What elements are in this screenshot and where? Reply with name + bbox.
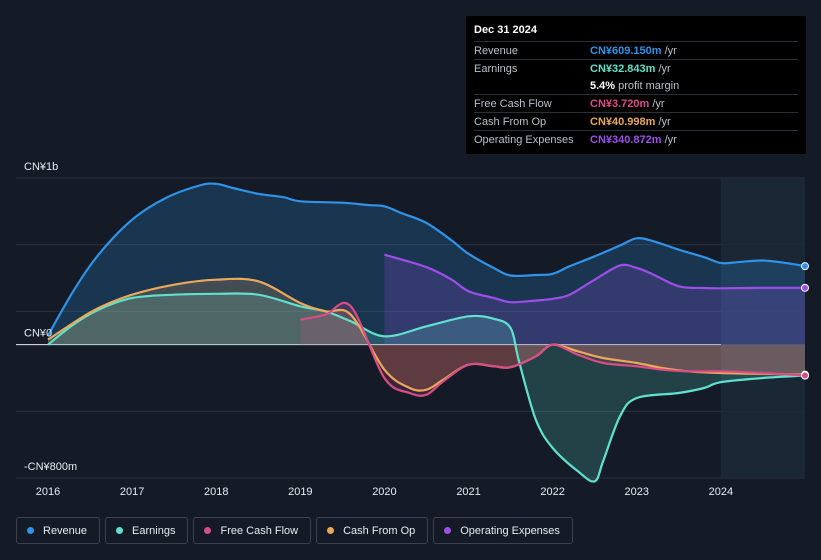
tooltip-row-unit: /yr bbox=[658, 115, 671, 128]
free-cash-flow-line bbox=[300, 301, 806, 397]
gridlines bbox=[16, 177, 805, 479]
x-tick-label: 2018 bbox=[204, 486, 228, 498]
tooltip-row: Operating Expenses CN¥340.872m/yr bbox=[474, 130, 798, 148]
tooltip-row-value: CN¥40.998m bbox=[590, 115, 656, 128]
legend-label: Free Cash Flow bbox=[220, 524, 299, 537]
legend-item-earnings[interactable]: Earnings bbox=[105, 517, 189, 544]
tooltip-row: Free Cash Flow CN¥3.720m/yr bbox=[474, 94, 798, 112]
x-tick-label: 2023 bbox=[625, 486, 649, 498]
tooltip-row-value: CN¥32.843m bbox=[590, 62, 656, 75]
x-tick-label: 2016 bbox=[36, 486, 60, 498]
tooltip-row-value: CN¥609.150m bbox=[590, 44, 662, 57]
series-lines bbox=[47, 182, 806, 483]
tooltip-row: 5.4% profit margin bbox=[474, 77, 798, 94]
operating-expenses-line bbox=[384, 253, 805, 304]
tooltip-row-label: Revenue bbox=[474, 44, 519, 57]
tooltip-row: Earnings CN¥32.843m/yr bbox=[474, 59, 798, 77]
legend-item-free-cash-flow[interactable]: Free Cash Flow bbox=[193, 517, 312, 544]
legend-label: Operating Expenses bbox=[460, 524, 560, 537]
legend-label: Earnings bbox=[132, 524, 176, 537]
legend-label: Revenue bbox=[43, 524, 88, 537]
tooltip-row-value: CN¥3.720m bbox=[590, 97, 650, 110]
legend-item-revenue[interactable]: Revenue bbox=[16, 517, 101, 544]
tooltip-rows: Revenue CN¥609.150m/yr Earnings CN¥32.843m /… bbox=[474, 41, 798, 148]
data-tooltip: Dec 31 2024 Revenue CN¥609.150m/yr Earning… bbox=[466, 16, 806, 154]
earnings-line bbox=[47, 292, 806, 483]
revenue-line bbox=[47, 182, 806, 337]
revenue-end-marker bbox=[801, 262, 809, 271]
y-tick-zero: CN¥0 bbox=[24, 328, 52, 340]
legend-dot-icon bbox=[204, 527, 212, 534]
free-cash-flow-area bbox=[300, 302, 805, 396]
legend-dot-icon bbox=[27, 527, 34, 534]
tooltip-row-unit: profit margin bbox=[618, 79, 680, 92]
tooltip-date: Dec 31 2024 bbox=[474, 24, 537, 36]
x-axis-ticks: 2016 2017 2018 2019 2020 2021 2022 2023 2024 bbox=[36, 486, 733, 498]
tooltip-row-value: 5.4% bbox=[590, 79, 616, 92]
tooltip-row-label: Operating Expenses bbox=[474, 133, 574, 146]
cash-from-op-area bbox=[48, 278, 805, 391]
x-tick-label: 2024 bbox=[709, 486, 733, 498]
tooltip-row: Cash From Op CN¥40.998m/yr bbox=[474, 112, 798, 130]
y-tick-bottom: -CN¥800m bbox=[24, 461, 77, 473]
tooltip-row-unit: /yr bbox=[664, 44, 677, 57]
series-end-markers bbox=[801, 262, 809, 380]
tooltip-row: Revenue CN¥609.150m/yr bbox=[474, 41, 798, 59]
legend-dot-icon bbox=[116, 527, 124, 534]
x-tick-label: 2022 bbox=[540, 486, 564, 498]
legend-dot-icon bbox=[327, 527, 335, 534]
legend-item-operating-expenses[interactable]: Operating Expenses bbox=[433, 517, 573, 544]
tooltip-row-label: Cash From Op bbox=[474, 115, 547, 128]
chart-legend: Revenue Earnings Free Cash Flow Cash From O… bbox=[16, 517, 573, 544]
revenue-area bbox=[48, 183, 805, 345]
legend-label: Cash From Op bbox=[343, 524, 416, 537]
legend-dot-icon bbox=[444, 527, 452, 534]
latest-period-highlight bbox=[720, 178, 805, 478]
operating-expenses-area bbox=[384, 254, 805, 345]
x-tick-label: 2021 bbox=[456, 486, 480, 498]
tooltip-row-label: Free Cash Flow bbox=[474, 97, 552, 110]
earnings-area bbox=[48, 293, 805, 482]
y-tick-top: CN¥1b bbox=[24, 161, 58, 173]
tooltip-row-label: Earnings bbox=[474, 62, 518, 75]
x-tick-label: 2020 bbox=[372, 486, 396, 498]
x-tick-label: 2017 bbox=[120, 486, 144, 498]
cash-from-op-line bbox=[47, 277, 806, 392]
tooltip-row-value: CN¥340.872m bbox=[590, 133, 662, 146]
series-areas bbox=[48, 183, 805, 482]
tooltip-row-unit: /yr bbox=[652, 97, 665, 110]
tooltip-row-unit: /yr bbox=[664, 133, 677, 146]
operating-expenses-end-marker bbox=[801, 283, 809, 292]
x-tick-label: 2019 bbox=[288, 486, 312, 498]
legend-item-cash-from-op[interactable]: Cash From Op bbox=[316, 517, 429, 544]
tooltip-row-unit: /yr bbox=[658, 62, 671, 75]
free-cash-flow-end-marker bbox=[801, 371, 809, 380]
